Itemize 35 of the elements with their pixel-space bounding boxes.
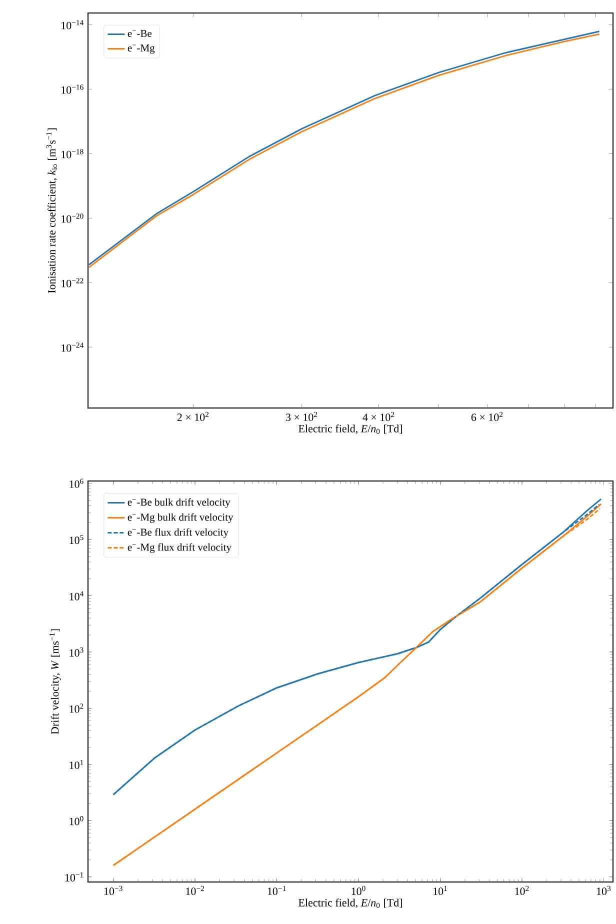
y-tick-label: 10$^{5}$ — [70, 534, 84, 544]
x-tick-label: 4 × 10$^{2}$ — [362, 412, 394, 422]
legend-label: e$^{−}$-Be flux drift velocity — [128, 528, 229, 538]
y-axis-title: Ionisation rate coefficient, k$_{io}$ [m$^{3}$s$^{−1}$] — [46, 128, 58, 294]
y-tick-label: 10$^{6}$ — [70, 478, 84, 488]
y-tick-label: 10$^{2}$ — [70, 704, 84, 713]
x-axis-title: Electric field, E/n$_{0}$ [Td] — [298, 424, 402, 434]
x-tick-label: 10$^{−2}$ — [186, 886, 204, 896]
y-tick-label: 10$^{−22}$ — [62, 278, 84, 288]
x-tick-label: 10$^{−1}$ — [268, 886, 286, 896]
y-tick-label: 10$^{−20}$ — [62, 214, 84, 223]
y-tick-label: 10$^{−16}$ — [62, 84, 84, 94]
legend-label: e$^{−}$-Mg — [128, 44, 155, 54]
y-tick-label: 10$^{3}$ — [70, 647, 84, 657]
x-tick-label: 10$^{−3}$ — [104, 886, 122, 896]
y-axis-title: Drift velocity, W [ms$^{−1}$] — [50, 629, 61, 734]
y-tick-label: 10$^{4}$ — [70, 591, 84, 600]
y-tick-label: 10$^{−18}$ — [62, 149, 84, 158]
y-tick-label: 10$^{−14}$ — [62, 20, 84, 30]
x-tick-label: 10$^{0}$ — [352, 886, 366, 896]
y-tick-label: 10$^{0}$ — [70, 816, 84, 826]
x-tick-label: 10$^{3}$ — [596, 886, 611, 896]
x-tick-label: 2 × 10$^{2}$ — [177, 412, 209, 422]
x-axis-title: Electric field, E/n$_{0}$ [Td] — [298, 898, 402, 908]
legend-label: e$^{−}$-Be bulk drift velocity — [128, 498, 230, 508]
legend-label: e$^{−}$-Mg bulk drift velocity — [128, 513, 234, 523]
x-tick-label: 6 × 10$^{2}$ — [471, 412, 503, 422]
legend-label: e$^{−}$-Be — [128, 30, 152, 38]
y-tick-label: 10$^{1}$ — [70, 760, 84, 769]
y-tick-label: 10$^{−1}$ — [65, 872, 84, 882]
y-tick-label: 10$^{−24}$ — [62, 342, 84, 352]
x-tick-label: 10$^{2}$ — [515, 886, 529, 896]
x-tick-label: 10$^{1}$ — [434, 886, 447, 896]
x-tick-label: 3 × 10$^{2}$ — [286, 412, 318, 422]
legend-label: e$^{−}$-Mg flux drift velocity — [128, 543, 232, 553]
